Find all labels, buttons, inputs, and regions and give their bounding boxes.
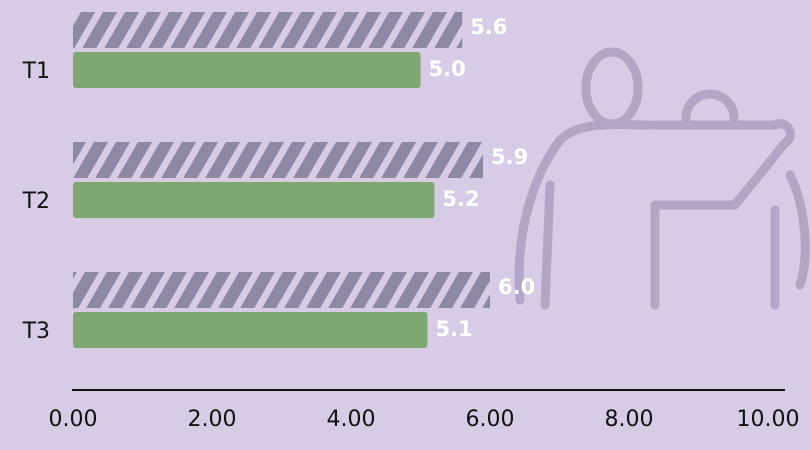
- bar: [73, 12, 463, 48]
- x-tick-label: 0.00: [49, 407, 98, 432]
- value-label: 5.1: [435, 317, 472, 341]
- category-label: T2: [22, 189, 50, 214]
- x-tick-label: 8.00: [605, 407, 654, 432]
- bar: [73, 182, 435, 218]
- x-tick-label: 2.00: [188, 407, 237, 432]
- bar: [73, 272, 490, 308]
- bar: [73, 142, 484, 178]
- bar: [73, 52, 421, 88]
- bar: [73, 312, 428, 348]
- category-label: T3: [22, 319, 50, 344]
- x-tick-label: 10.00: [737, 407, 800, 432]
- x-tick-label: 6.00: [466, 407, 515, 432]
- category-label: T1: [22, 59, 50, 84]
- value-label: 6.0: [498, 275, 535, 299]
- value-label: 5.6: [470, 15, 507, 39]
- x-tick-label: 4.00: [327, 407, 376, 432]
- value-label: 5.0: [429, 57, 466, 81]
- value-label: 5.2: [442, 187, 479, 211]
- value-label: 5.9: [491, 145, 528, 169]
- people-icon: [514, 47, 810, 310]
